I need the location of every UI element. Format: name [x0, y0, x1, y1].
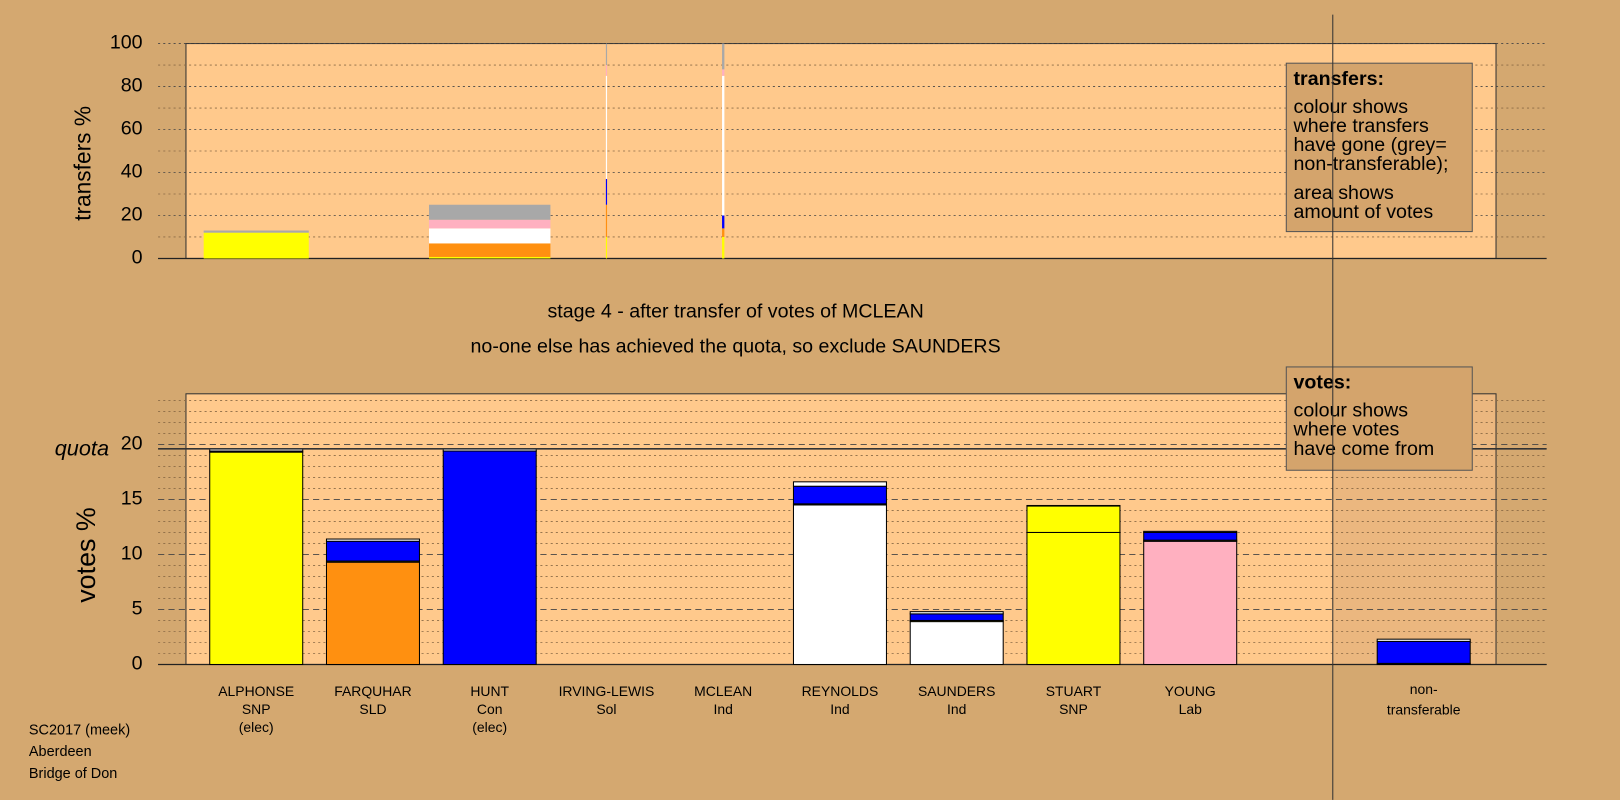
transfer-segment [605, 75, 608, 179]
bar-segment [442, 450, 537, 666]
transfer-segment [429, 204, 551, 220]
transfer-segment [722, 75, 725, 216]
y-tick-label: 15 [121, 488, 143, 510]
x-tick-label: FARQUHAR [334, 683, 411, 699]
x-tick-label: Sol [596, 701, 616, 717]
transfer-segment [605, 43, 608, 66]
x-tick-label: SAUNDERS [918, 683, 995, 699]
transfer-segment [429, 219, 551, 229]
note-title: votes: [1294, 372, 1352, 394]
x-tick-label: SNP [1059, 701, 1088, 717]
note-line: colour shows [1294, 96, 1409, 118]
x-tick-label: SNP [242, 701, 271, 717]
y-tick-label: 40 [121, 161, 143, 183]
y-tick-label: 0 [132, 653, 143, 675]
x-tick-label: transferable [1387, 702, 1461, 718]
stage-message: no-one else has achieved the quota, so e… [471, 335, 1001, 357]
bar-segment [1026, 504, 1121, 507]
x-tick-label: IRVING-LEWIS [559, 683, 655, 699]
x-tick-label: Con [477, 701, 503, 717]
note-line: have gone (grey= [1294, 134, 1447, 156]
transfer-segment [203, 230, 309, 233]
y-tick-label: 0 [132, 247, 143, 269]
transfer-segment [429, 256, 551, 259]
transfer-segment [605, 204, 608, 237]
note-title: transfers: [1294, 68, 1385, 90]
bar-segment [909, 611, 1004, 615]
note-line: where votes [1293, 419, 1400, 441]
footer: Bridge of Don [29, 766, 117, 782]
y-tick-label: 100 [110, 32, 143, 54]
y-tick-label: 20 [121, 433, 143, 455]
bar-segment [1143, 540, 1238, 666]
bar-segment [325, 561, 420, 666]
x-tick-label: Ind [830, 701, 849, 717]
quota-label: quota [55, 436, 109, 461]
transfer-segment [605, 178, 608, 205]
bar-segment [1376, 638, 1471, 642]
note-line: colour shows [1294, 400, 1409, 422]
transfer-segment [722, 236, 725, 259]
x-tick-label: (elec) [239, 719, 274, 735]
y-axis-title: transfers % [70, 106, 96, 221]
note-line: where transfers [1293, 115, 1429, 137]
bar-segment [792, 485, 887, 505]
transfer-segment [605, 65, 608, 76]
x-tick-label: Ind [714, 701, 733, 717]
transfer-segment [722, 43, 725, 70]
transfer-segment [203, 232, 309, 259]
y-tick-label: 5 [132, 598, 143, 620]
bar-segment [325, 538, 420, 542]
note-line: non-transferable); [1294, 153, 1449, 175]
note-line: amount of votes [1294, 201, 1434, 223]
x-tick-label: SLD [359, 701, 386, 717]
bar-segment [792, 481, 887, 487]
footer: SC2017 (meek) [29, 722, 130, 738]
note-box [1285, 62, 1473, 233]
x-tick-label: STUART [1046, 683, 1102, 699]
x-tick-label: HUNT [470, 683, 509, 699]
transfer-segment [429, 243, 551, 257]
y-tick-label: 80 [121, 75, 143, 97]
y-tick-label: 10 [121, 543, 143, 565]
bar-segment [1143, 530, 1238, 533]
note-line: area shows [1294, 182, 1395, 204]
footer: Aberdeen [29, 744, 92, 760]
transfer-segment [722, 215, 725, 229]
bar-segment [325, 540, 420, 562]
y-axis-title: votes % [71, 507, 101, 603]
x-tick-label: (elec) [472, 719, 507, 735]
x-tick-label: YOUNG [1165, 683, 1216, 699]
y-tick-label: 20 [121, 204, 143, 226]
note-box [1285, 366, 1473, 471]
bar-segment [909, 613, 1004, 621]
transfer-segment [605, 236, 608, 259]
bar-segment [792, 504, 887, 666]
bar-segment [1376, 640, 1471, 664]
x-tick-label: Ind [947, 701, 966, 717]
x-tick-label: Lab [1179, 701, 1203, 717]
transfer-segment [722, 69, 725, 76]
y-tick-label: 60 [121, 118, 143, 140]
stage-title: stage 4 - after transfer of votes of MCL… [547, 300, 923, 322]
bar-segment [1143, 531, 1238, 541]
x-tick-label: MCLEAN [694, 683, 752, 699]
note-line: have come from [1294, 438, 1435, 460]
bar-segment [1026, 505, 1121, 533]
bar-segment [909, 621, 1004, 666]
x-tick-label: ALPHONSE [218, 683, 294, 699]
transfer-segment [722, 228, 725, 237]
bar-segment [1026, 531, 1121, 666]
bar-segment [209, 451, 304, 666]
x-tick-label: REYNOLDS [802, 683, 879, 699]
x-tick-label: non- [1410, 681, 1438, 697]
transfer-segment [429, 228, 551, 244]
